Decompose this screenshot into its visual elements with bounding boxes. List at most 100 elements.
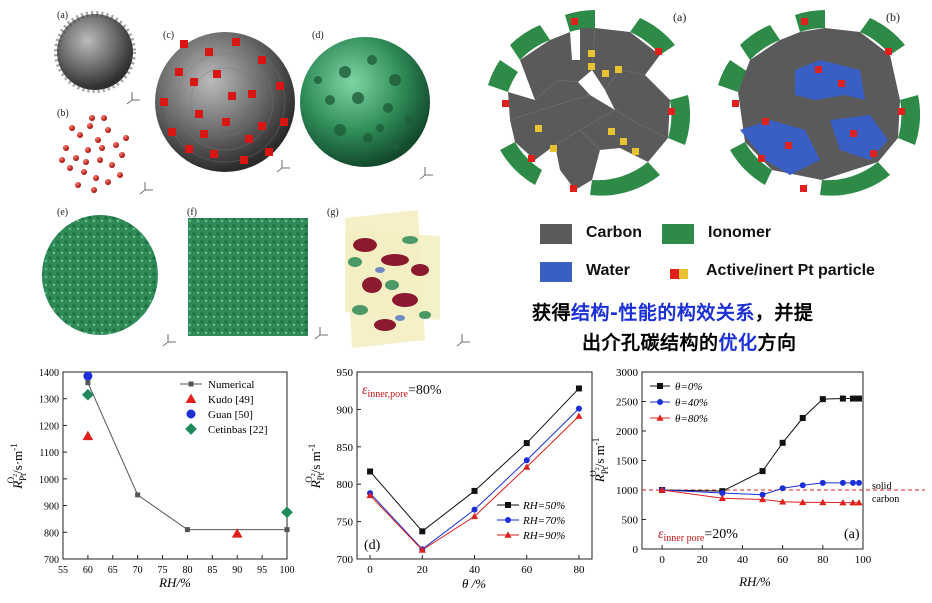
legend-marker <box>186 409 196 419</box>
x-tick-label: 80 <box>182 565 192 576</box>
y-tick-label: 950 <box>337 367 354 379</box>
pore-schematic <box>488 10 921 196</box>
data-point <box>523 457 530 464</box>
data-point <box>849 479 856 486</box>
x-tick-label: 20 <box>697 554 709 566</box>
legend-marker <box>188 381 194 387</box>
caption-highlight-2: 优化 <box>718 332 758 354</box>
legend-pt-swatch <box>670 266 688 279</box>
legend-label: Kudo [49] <box>208 394 254 406</box>
legend-marker <box>657 399 663 405</box>
panel-a-carbon-particle <box>54 11 136 93</box>
data-point <box>819 498 827 506</box>
data-point <box>85 380 91 386</box>
data-point <box>523 463 531 470</box>
y-tick-label: 2000 <box>616 426 639 438</box>
data-point <box>135 492 141 498</box>
legend-label: Cetinbas [22] <box>208 424 268 436</box>
y-tick-label: 1400 <box>39 368 59 379</box>
data-point <box>819 479 826 486</box>
reference-label: solid <box>872 481 891 492</box>
label-e: (e) <box>57 207 69 218</box>
legend-label: RH=90% <box>522 530 565 542</box>
data-point <box>575 385 582 392</box>
data-point <box>718 494 726 501</box>
panel-label: (d) <box>364 538 381 553</box>
y-tick-label: 1300 <box>39 395 59 406</box>
schematic-label-a: (a) <box>673 10 687 24</box>
annotation: εinner,pore=80% <box>362 383 442 400</box>
legend-label: θ=80% <box>675 413 708 425</box>
caption-text-1b: ，并提 <box>754 302 814 324</box>
data-point <box>418 546 426 553</box>
label-b: (b) <box>57 108 69 119</box>
y-tick-label: 750 <box>337 517 354 529</box>
legend-ionomer-label: Ionomer <box>708 224 772 241</box>
data-point <box>839 479 846 486</box>
legend-label: θ=40% <box>675 397 708 409</box>
caption-text-2a: 出介孔碳结构的 <box>582 332 719 354</box>
data-point <box>839 395 846 402</box>
x-tick-label: 80 <box>817 554 829 566</box>
data-point <box>367 468 374 475</box>
legend-water-label: Water <box>586 262 630 279</box>
legend-label: θ=0% <box>675 381 703 393</box>
data-point <box>366 491 374 499</box>
y-axis-label: RPtO2/s m-1 <box>304 444 326 490</box>
legend-water-swatch <box>540 262 572 282</box>
series-line-numerical <box>87 382 287 531</box>
panel-b-pt-particles <box>59 115 129 193</box>
x-tick-label: 40 <box>469 564 481 576</box>
data-point <box>849 395 856 402</box>
y-tick-label: 1100 <box>39 448 59 459</box>
panel-g-cross-sections <box>345 210 440 348</box>
caption-line-1: 获得结构-性能的构效关系，并提 <box>532 298 813 325</box>
y-tick-label: 900 <box>337 404 354 416</box>
rendering-panels <box>42 11 470 348</box>
legend-label: Guan [50] <box>208 409 253 421</box>
y-tick-label: 2500 <box>616 397 639 409</box>
y-tick-label: 1000 <box>39 475 59 486</box>
x-tick-label: 55 <box>58 565 68 576</box>
legend-marker <box>657 383 663 389</box>
y-tick-label: 850 <box>337 442 354 454</box>
legend-carbon-label: Carbon <box>586 224 642 241</box>
legend-carbon-swatch <box>540 224 572 244</box>
data-point <box>799 498 807 506</box>
x-tick-label: 100 <box>280 565 295 576</box>
data-point <box>82 430 94 441</box>
y-tick-label: 900 <box>44 502 59 513</box>
panel-d-ionomer-sphere <box>300 37 430 167</box>
data-point <box>819 396 826 403</box>
x-tick-label: 20 <box>417 564 429 576</box>
legend-label: RH=70% <box>522 515 565 527</box>
chart-rh-validation: 55 60 65 70 75 80 85 90 95 100 700 800 900 1000 1100 12… <box>6 368 295 590</box>
data-point <box>83 371 93 381</box>
legend-marker <box>504 531 512 538</box>
annotation: εinner pore=20% <box>658 527 738 544</box>
legend-ionomer-swatch <box>662 224 694 244</box>
schematic-a <box>488 10 691 196</box>
data-point <box>839 499 847 506</box>
data-point <box>419 528 426 535</box>
data-point <box>284 527 290 533</box>
data-point <box>82 388 94 401</box>
data-point <box>855 479 862 486</box>
x-tick-label: 80 <box>573 564 585 576</box>
x-tick-label: 75 <box>158 565 168 576</box>
y-tick-label: 1200 <box>39 421 59 432</box>
legend-marker <box>505 517 511 523</box>
reference-label: carbon <box>872 494 899 505</box>
legend-marker <box>185 423 197 435</box>
data-point <box>658 486 666 493</box>
label-a: (a) <box>57 10 69 21</box>
x-axis-label: θ /% <box>462 576 486 591</box>
chart-rh-theta: 0 20 40 60 80 100050010001500200025003000soli… <box>590 367 925 589</box>
legend-label: RH=50% <box>522 500 565 512</box>
data-point <box>799 482 806 489</box>
label-d: (d) <box>312 30 324 41</box>
label-g: (g) <box>327 207 339 218</box>
data-point <box>471 487 478 494</box>
data-point <box>759 491 766 498</box>
x-tick-label: 70 <box>133 565 143 576</box>
